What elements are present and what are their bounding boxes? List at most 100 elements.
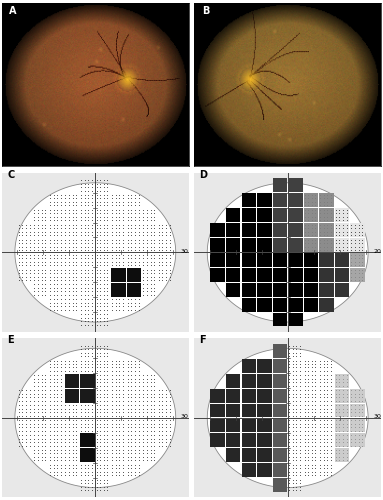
Bar [210,238,225,252]
Bar [288,253,303,267]
Bar [242,268,256,281]
Polygon shape [15,348,176,488]
Bar [210,268,225,281]
Bar [273,312,287,326]
Bar [335,268,349,281]
Bar [335,282,349,296]
Text: F: F [200,336,206,345]
Bar [335,388,349,402]
Text: 30: 30 [181,414,189,419]
Bar [288,312,303,326]
Bar [273,418,287,432]
Bar [65,374,79,388]
Bar [257,463,272,477]
Bar [335,374,349,388]
Text: B: B [202,6,209,16]
Bar [226,388,241,402]
Text: D: D [200,170,208,180]
Bar [319,208,334,222]
Bar [350,434,365,448]
Bar [273,344,287,358]
Bar [127,282,141,296]
Bar [257,282,272,296]
Bar [242,282,256,296]
Bar [335,418,349,432]
Bar [350,404,365,417]
Bar [273,478,287,492]
Bar [257,388,272,402]
Bar [273,208,287,222]
Bar [226,253,241,267]
Bar [257,404,272,417]
Bar [257,223,272,237]
Polygon shape [15,183,176,322]
Bar [210,404,225,417]
Bar [111,268,126,281]
Bar [242,404,256,417]
Text: E: E [7,336,14,345]
Bar [288,298,303,312]
Bar [273,223,287,237]
Bar [242,418,256,432]
Bar [226,374,241,388]
Bar [288,268,303,281]
Bar [257,193,272,207]
Bar [288,193,303,207]
Bar [304,193,318,207]
Polygon shape [207,183,368,322]
Bar [288,223,303,237]
Bar [242,238,256,252]
Bar [226,223,241,237]
Bar [257,298,272,312]
Bar [242,388,256,402]
Bar [273,178,287,192]
Bar [226,238,241,252]
Text: C: C [7,170,14,180]
Bar [335,404,349,417]
Text: 20: 20 [373,248,381,254]
Bar [304,238,318,252]
Bar [319,282,334,296]
Bar [242,253,256,267]
Bar [127,268,141,281]
Text: 30: 30 [181,248,189,254]
Bar [335,448,349,462]
Bar [257,418,272,432]
Bar [257,374,272,388]
Bar [257,359,272,372]
Bar [65,388,79,402]
Bar [273,298,287,312]
Bar [319,223,334,237]
Bar [304,298,318,312]
Text: A: A [10,6,17,16]
Bar [288,282,303,296]
Bar [226,404,241,417]
Bar [304,253,318,267]
Bar [304,268,318,281]
Bar [80,434,95,448]
Bar [257,208,272,222]
Bar [257,268,272,281]
Bar [273,434,287,448]
Bar [273,388,287,402]
Bar [242,448,256,462]
Bar [242,374,256,388]
Bar [242,193,256,207]
Bar [242,359,256,372]
Bar [273,268,287,281]
Bar [335,253,349,267]
Bar [210,418,225,432]
Bar [242,298,256,312]
Bar [273,282,287,296]
Polygon shape [207,348,368,488]
Bar [304,282,318,296]
Bar [319,253,334,267]
Bar [257,448,272,462]
Bar [242,223,256,237]
Bar [273,253,287,267]
Bar [350,238,365,252]
Bar [210,388,225,402]
Bar [273,448,287,462]
Bar [210,223,225,237]
Bar [335,434,349,448]
